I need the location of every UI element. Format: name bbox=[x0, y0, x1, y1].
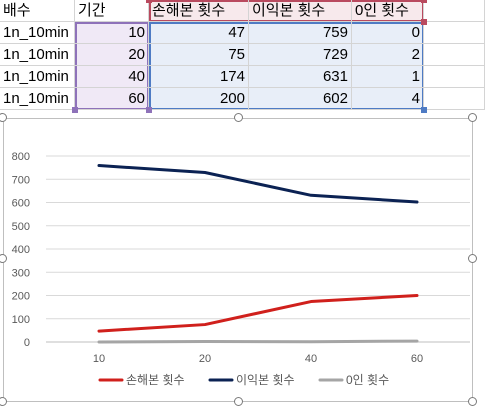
table-cell[interactable]: 0 bbox=[352, 22, 424, 44]
resize-handle[interactable] bbox=[234, 397, 243, 406]
range-handle[interactable] bbox=[421, 107, 427, 113]
table-cell[interactable]: 1n_10min bbox=[0, 88, 75, 110]
table-cell[interactable]: 729 bbox=[249, 44, 352, 66]
legend-label: 이익본 횟수 bbox=[236, 373, 295, 387]
header-cell[interactable]: 이익본 횟수 bbox=[249, 0, 352, 22]
header-cell[interactable]: 기간 bbox=[75, 0, 149, 22]
x-tick-label: 40 bbox=[305, 353, 317, 365]
table-cell[interactable] bbox=[424, 22, 485, 44]
header-row: 배수 기간 손해본 횟수 이익본 횟수 0인 횟수 bbox=[0, 0, 485, 22]
y-tick-label: 500 bbox=[12, 221, 30, 233]
chart-plot: 0 100 200 300 400 500 600 700 800 10 20 40 60 손해본 횟수 이… bbox=[12, 151, 470, 387]
x-tick-label: 20 bbox=[199, 353, 211, 365]
y-tick-label: 800 bbox=[12, 151, 30, 163]
table-cell[interactable]: 631 bbox=[249, 66, 352, 88]
table-cell[interactable]: 200 bbox=[149, 88, 249, 110]
table-cell[interactable]: 1n_10min bbox=[0, 44, 75, 66]
header-cell[interactable] bbox=[424, 0, 485, 22]
table-cell[interactable]: 40 bbox=[75, 66, 149, 88]
y-tick-label: 700 bbox=[12, 174, 30, 186]
table-cell[interactable]: 1n_10min bbox=[0, 22, 75, 44]
header-cell[interactable]: 0인 횟수 bbox=[352, 0, 424, 22]
table-cell[interactable] bbox=[424, 88, 485, 110]
series-line bbox=[97, 339, 419, 344]
table-cell[interactable]: 1n_10min bbox=[0, 66, 75, 88]
resize-handle[interactable] bbox=[468, 113, 477, 122]
y-tick-label: 400 bbox=[12, 244, 30, 256]
range-handle[interactable] bbox=[421, 19, 427, 25]
resize-handle[interactable] bbox=[234, 113, 243, 122]
table-cell[interactable]: 2 bbox=[352, 44, 424, 66]
legend-label: 손해본 횟수 bbox=[126, 373, 185, 387]
y-tick-label: 300 bbox=[12, 267, 30, 279]
table-cell[interactable]: 47 bbox=[149, 22, 249, 44]
selected-range-categories bbox=[75, 22, 149, 110]
table-cell[interactable]: 759 bbox=[249, 22, 352, 44]
table-cell[interactable]: 4 bbox=[352, 88, 424, 110]
resize-handle[interactable] bbox=[468, 254, 477, 263]
header-cell[interactable]: 배수 bbox=[0, 0, 75, 22]
table-cell[interactable]: 1 bbox=[352, 66, 424, 88]
legend-label: 0인 횟수 bbox=[346, 373, 389, 387]
range-handle[interactable] bbox=[72, 107, 78, 113]
y-tick-label: 100 bbox=[12, 314, 30, 326]
x-tick-label: 10 bbox=[93, 353, 105, 365]
resize-handle[interactable] bbox=[0, 113, 7, 122]
table-cell[interactable] bbox=[424, 66, 485, 88]
range-handle[interactable] bbox=[146, 0, 152, 3]
series-line bbox=[97, 164, 419, 204]
y-tick-label: 0 bbox=[24, 337, 30, 349]
resize-handle[interactable] bbox=[0, 397, 7, 406]
line-chart[interactable]: 0 100 200 300 400 500 600 700 800 10 20 40 60 손해본 횟수 이… bbox=[3, 118, 473, 402]
table-row: 1n_10min 20 75 729 2 bbox=[0, 44, 485, 66]
x-tick-label: 60 bbox=[411, 353, 423, 365]
resize-handle[interactable] bbox=[0, 254, 7, 263]
table-row: 1n_10min 10 47 759 0 bbox=[0, 22, 485, 44]
y-tick-label: 200 bbox=[12, 291, 30, 303]
table-cell[interactable]: 20 bbox=[75, 44, 149, 66]
resize-handle[interactable] bbox=[468, 397, 477, 406]
header-cell[interactable]: 손해본 횟수 bbox=[149, 0, 249, 22]
table-row: 1n_10min 60 200 602 4 bbox=[0, 88, 485, 110]
table-cell[interactable]: 174 bbox=[149, 66, 249, 88]
table-cell[interactable]: 60 bbox=[75, 88, 149, 110]
table-cell[interactable]: 75 bbox=[149, 44, 249, 66]
table-cell[interactable]: 602 bbox=[249, 88, 352, 110]
table-cell[interactable] bbox=[424, 44, 485, 66]
series-line bbox=[97, 294, 419, 333]
table-row: 1n_10min 40 174 631 1 bbox=[0, 66, 485, 88]
range-handle[interactable] bbox=[421, 0, 427, 3]
spreadsheet-grid: 배수 기간 손해본 횟수 이익본 횟수 0인 횟수 1n_10min 10 47… bbox=[0, 0, 485, 115]
range-handle[interactable] bbox=[146, 107, 152, 113]
y-tick-label: 600 bbox=[12, 198, 30, 210]
table-cell[interactable]: 10 bbox=[75, 22, 149, 44]
